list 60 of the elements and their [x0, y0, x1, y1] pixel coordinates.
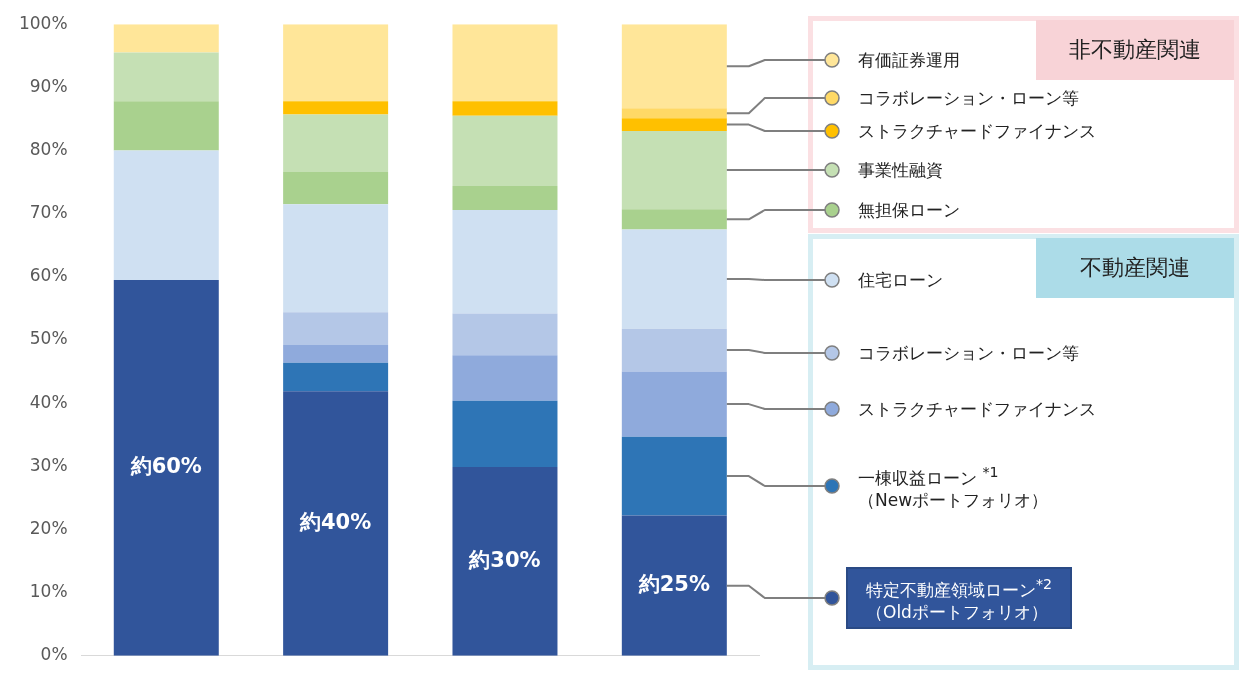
bar [452, 209, 558, 314]
y-tick-label: 60% [29, 265, 68, 286]
legend-label: 事業性融資 [858, 159, 943, 181]
text: 不動産関連 [1036, 238, 1234, 298]
bar [113, 24, 219, 53]
bar [452, 24, 558, 102]
bar [452, 466, 558, 656]
bar [452, 115, 558, 186]
y-tick-label: 100% [18, 12, 68, 33]
y-tick-label: 0% [40, 644, 68, 665]
bar [452, 185, 558, 210]
bar [113, 52, 219, 102]
y-tick-label: 20% [29, 517, 68, 538]
bar [283, 345, 389, 363]
bar [452, 355, 558, 401]
data-label: 約40% [298, 509, 372, 534]
bar [452, 400, 558, 467]
legend-label: コラボレーション・ローン等 [858, 87, 1079, 109]
bar [621, 515, 727, 656]
bar [283, 171, 389, 205]
bar [283, 312, 389, 346]
y-tick-label: 10% [29, 581, 68, 602]
legend-label: 無担保ローン [858, 199, 960, 221]
bar [621, 229, 727, 329]
y-tick-label: 30% [29, 454, 68, 475]
bar [621, 108, 727, 119]
bar [452, 101, 558, 116]
bar [621, 130, 727, 210]
y-tick-label: 80% [29, 138, 68, 159]
legend-label: 一棟収益ローン $^{*1}$ （Newポートフォリオ） [858, 463, 1049, 511]
bar [113, 150, 219, 280]
bar [621, 328, 727, 372]
bar [283, 24, 389, 102]
legend-label: 住宅ローン [858, 269, 943, 291]
bar [621, 24, 727, 109]
bar [283, 114, 389, 172]
legend-label: ストラクチャードファイナンス [858, 398, 1096, 420]
data-label: 約25% [637, 572, 710, 597]
legend-label: コラボレーション・ローン等 [858, 342, 1079, 364]
y-tick-label: 90% [29, 75, 68, 96]
bar [113, 280, 219, 656]
legend-label: 有価証券運用 [858, 49, 960, 71]
data-label: 約60% [129, 454, 202, 479]
bar [283, 362, 389, 392]
legend-label: 特定不動産領域ローン$^{*2}$ （Oldポートフォリオ） [846, 567, 1073, 629]
bar [283, 204, 389, 313]
legend-label: ストラクチャードファイナンス [858, 120, 1096, 142]
bar [621, 118, 727, 131]
bar [621, 371, 727, 437]
data-label: 約30% [468, 547, 541, 572]
bar [283, 391, 389, 656]
y-tick-label: 50% [29, 328, 68, 349]
bar [452, 313, 558, 356]
y-tick-label: 70% [29, 202, 68, 223]
bar [113, 101, 219, 151]
text: 非不動産関連 [1036, 20, 1234, 80]
bar [621, 209, 727, 230]
bar [621, 436, 727, 516]
y-tick-label: 40% [29, 391, 68, 412]
bar [283, 101, 389, 115]
